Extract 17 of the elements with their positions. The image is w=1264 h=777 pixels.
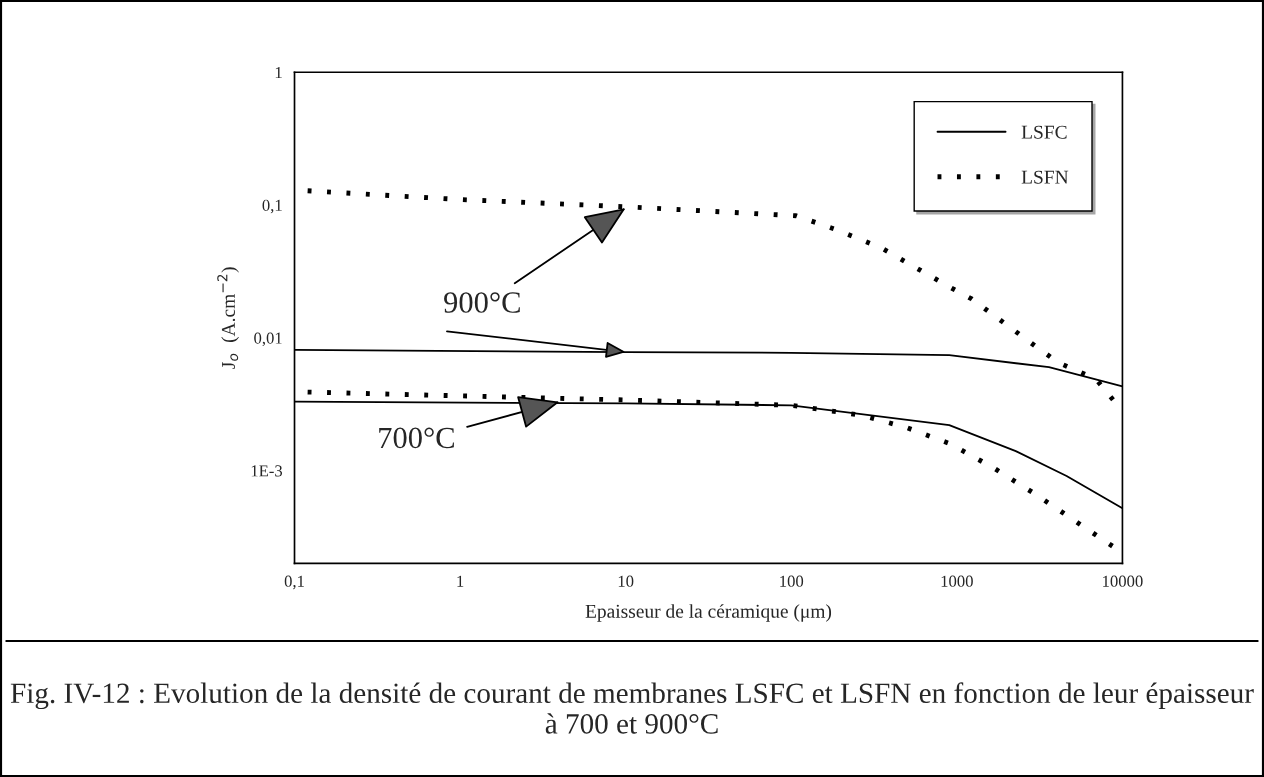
- y-tick-label: 0,1: [262, 199, 282, 214]
- annotation: 700°C: [379, 427, 454, 449]
- y-tick-label: 0,01: [254, 332, 282, 347]
- legend-label: LSFC: [1021, 125, 1067, 139]
- text: Fig. IV-12 : Evolution de la densité de courant de membranes LSFC et LSFN en fonction de leur épaisseur à 700 et 900°C: [10, 682, 1254, 734]
- y-axis-title: J$_{o}$ (A.cm$^{−2}$): [217, 267, 239, 369]
- y-tick-label: 1: [275, 67, 282, 79]
- legend-label: LSFN: [1021, 170, 1069, 184]
- x-tick-label: 0,1: [284, 575, 304, 590]
- y-tick-label: 1E-3: [251, 465, 283, 477]
- x-tick-label: 10000: [1103, 575, 1143, 587]
- x-tick-label: 10: [618, 575, 634, 587]
- x-tick-label: 1000: [941, 575, 973, 587]
- x-axis-title: Epaisseur de la céramique (μm): [585, 604, 832, 622]
- x-tick-label: 100: [780, 575, 804, 587]
- annotation: 900°C: [444, 292, 520, 313]
- x-tick-label: 1: [457, 575, 464, 587]
